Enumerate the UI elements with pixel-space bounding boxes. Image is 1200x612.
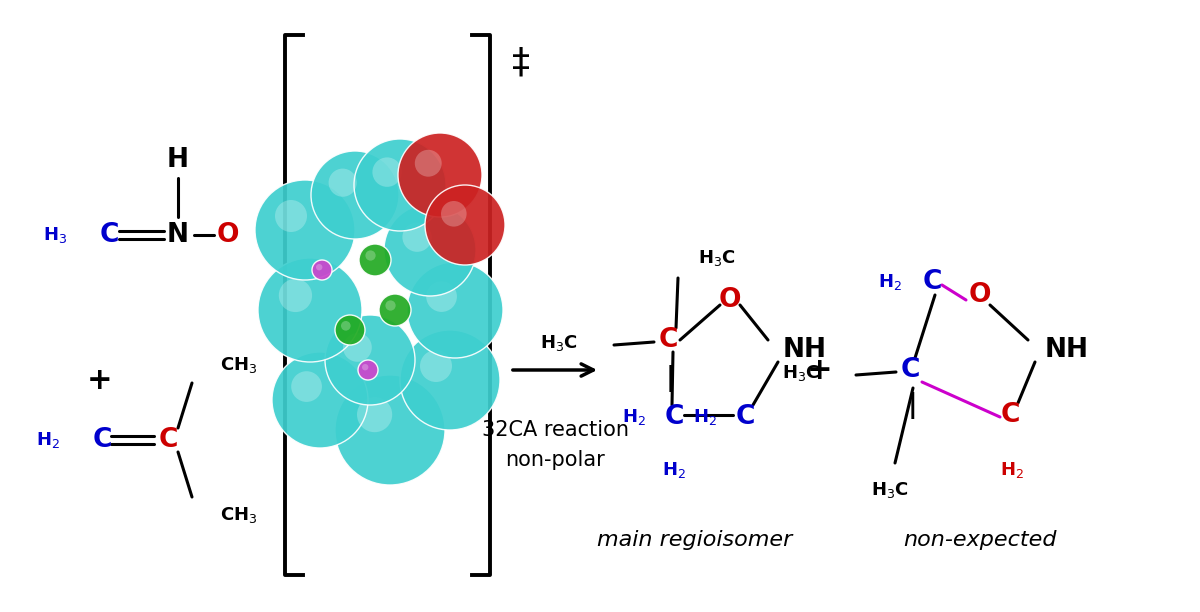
Text: O: O — [217, 222, 239, 248]
Circle shape — [272, 352, 368, 448]
Circle shape — [379, 294, 410, 326]
Circle shape — [385, 300, 396, 311]
Text: 32CA reaction: 32CA reaction — [481, 420, 629, 440]
Circle shape — [335, 375, 445, 485]
Circle shape — [316, 264, 323, 271]
Circle shape — [407, 262, 503, 358]
Text: O: O — [719, 287, 742, 313]
Circle shape — [384, 204, 476, 296]
Circle shape — [420, 350, 452, 382]
Circle shape — [358, 360, 378, 380]
Circle shape — [343, 333, 372, 362]
Circle shape — [362, 364, 368, 370]
Circle shape — [415, 150, 442, 177]
Text: CH$_3$: CH$_3$ — [220, 505, 258, 525]
Text: +: + — [88, 365, 113, 395]
Text: +: + — [808, 356, 833, 384]
Circle shape — [372, 157, 402, 187]
Text: |: | — [665, 365, 674, 392]
Text: H$_2$: H$_2$ — [36, 430, 60, 450]
Text: non-expected: non-expected — [904, 530, 1057, 550]
Circle shape — [278, 279, 312, 312]
Text: |: | — [907, 392, 917, 419]
Text: H$_3$C: H$_3$C — [782, 363, 820, 383]
Text: C: C — [100, 222, 119, 248]
Circle shape — [365, 250, 376, 261]
Text: C: C — [665, 404, 684, 430]
Text: O: O — [968, 282, 991, 308]
Circle shape — [442, 201, 467, 226]
Circle shape — [292, 371, 322, 402]
Text: N: N — [167, 222, 190, 248]
Circle shape — [256, 180, 355, 280]
Circle shape — [398, 133, 482, 217]
Text: H$_3$C: H$_3$C — [540, 333, 578, 353]
Text: H$_3$: H$_3$ — [43, 225, 67, 245]
Circle shape — [426, 281, 457, 312]
Text: H$_2$: H$_2$ — [662, 460, 686, 480]
Circle shape — [312, 260, 332, 280]
Circle shape — [359, 244, 391, 276]
Text: H$_2$: H$_2$ — [878, 272, 902, 292]
Text: H$_2$: H$_2$ — [1000, 460, 1024, 480]
Circle shape — [425, 185, 505, 265]
Text: C: C — [900, 357, 919, 383]
Text: C: C — [1001, 402, 1020, 428]
Text: H$_2$: H$_2$ — [694, 407, 718, 427]
Text: C: C — [659, 327, 678, 353]
Text: H$_3$C: H$_3$C — [698, 248, 736, 268]
Text: NH: NH — [1045, 337, 1090, 363]
Circle shape — [354, 139, 446, 231]
Circle shape — [358, 397, 392, 432]
Circle shape — [311, 151, 398, 239]
Circle shape — [329, 168, 356, 197]
Text: main regioisomer: main regioisomer — [598, 530, 793, 550]
Text: C: C — [94, 427, 113, 453]
Circle shape — [275, 200, 307, 232]
Circle shape — [335, 315, 365, 345]
Circle shape — [341, 321, 350, 330]
Text: CH$_3$: CH$_3$ — [220, 355, 258, 375]
Text: H$_2$: H$_2$ — [622, 407, 646, 427]
Text: non-polar: non-polar — [505, 450, 605, 470]
Circle shape — [258, 258, 362, 362]
Circle shape — [325, 315, 415, 405]
Text: NH: NH — [784, 337, 827, 363]
Circle shape — [402, 222, 432, 252]
Text: C: C — [158, 427, 178, 453]
Text: H$_3$C: H$_3$C — [871, 480, 908, 500]
Circle shape — [400, 330, 500, 430]
Text: C: C — [923, 269, 942, 295]
Text: C: C — [736, 404, 755, 430]
Text: ‡: ‡ — [512, 45, 530, 79]
Text: H: H — [167, 147, 190, 173]
